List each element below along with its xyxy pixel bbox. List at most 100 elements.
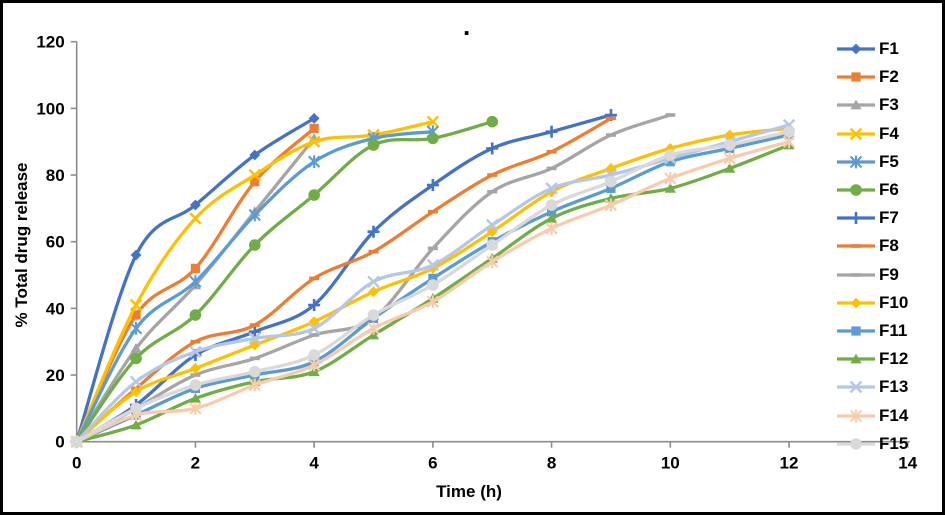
marker-x (545, 182, 558, 195)
legend-marker-F11 (851, 326, 861, 336)
marker-circle (308, 349, 320, 361)
marker-circle (850, 437, 862, 450)
marker-star (189, 275, 202, 289)
drug-release-chart: 0 20 40 60 80 100 120 0 2 4 6 8 10 12 14 Time (h) % Tota… (12, 33, 918, 501)
legend-item-F6: F6 (836, 176, 940, 204)
legend-key-F5 (837, 155, 875, 169)
marker-square (190, 263, 201, 273)
marker-dash (546, 166, 557, 171)
marker-circle (486, 239, 499, 251)
marker-star (545, 221, 558, 235)
marker-diamond (249, 149, 261, 161)
legend-key-F1 (837, 43, 875, 55)
legend-item-F1: F1 (836, 35, 940, 63)
legend-marker-F8 (851, 244, 861, 249)
marker-plus (545, 125, 558, 138)
marker-diamond (850, 43, 862, 55)
marker-plus (486, 142, 499, 155)
series-F9 (71, 113, 676, 444)
legend-label-F8: F8 (879, 236, 899, 256)
marker-dash (368, 249, 379, 254)
legend-marker-F12 (850, 353, 862, 364)
marker-triangle (130, 419, 142, 430)
legend-label-F4: F4 (879, 123, 899, 143)
legend-key-F15 (837, 437, 875, 450)
marker-x (849, 381, 863, 394)
chart-title: . (463, 11, 471, 41)
marker-star (723, 151, 736, 165)
marker-diamond (130, 386, 142, 398)
marker-star (129, 321, 143, 335)
marker-circle (367, 139, 380, 151)
legend-marker-F1 (850, 43, 862, 55)
marker-dash (309, 276, 320, 281)
x-tick-label: 0 (72, 454, 81, 473)
y-tick-label: 60 (46, 233, 65, 252)
marker-triangle (189, 392, 202, 403)
marker-square (665, 157, 675, 167)
legend-label-F9: F9 (879, 264, 899, 284)
marker-star (248, 378, 261, 392)
legend-label-F11: F11 (879, 320, 908, 340)
x-tick-label: 12 (780, 454, 799, 473)
marker-circle (783, 125, 795, 138)
legend-key-F7 (837, 212, 875, 225)
legend-label-F13: F13 (879, 377, 909, 397)
series-F15 (70, 125, 795, 448)
legend-marker-F7 (850, 212, 862, 225)
legend-label-F1: F1 (879, 39, 899, 59)
legend-key-F3 (837, 100, 875, 110)
marker-triangle (545, 212, 558, 223)
legend-label-F10: F10 (879, 292, 909, 312)
marker-x (248, 168, 262, 182)
marker-x (248, 332, 262, 345)
legend-item-F7: F7 (836, 204, 940, 232)
legend-label-F12: F12 (879, 349, 909, 369)
legend-key-F11 (837, 326, 875, 336)
marker-star (849, 409, 863, 422)
marker-circle (189, 309, 202, 321)
legend-marker-F13 (849, 381, 863, 394)
marker-dash (546, 149, 557, 154)
marker-star (189, 401, 202, 415)
marker-square (131, 310, 141, 320)
marker-circle (130, 352, 142, 365)
marker-star (849, 155, 863, 169)
legend-marker-F9 (851, 272, 861, 277)
legend-marker-F2 (851, 72, 861, 82)
marker-x (307, 322, 321, 335)
marker-dash (427, 209, 438, 214)
marker-dash (487, 189, 498, 194)
x-tick-label: 10 (661, 454, 680, 473)
marker-x (189, 212, 202, 225)
marker-x (307, 135, 321, 148)
legend-key-F10 (837, 297, 875, 309)
legend-item-F3: F3 (836, 91, 940, 119)
marker-square (546, 207, 557, 217)
marker-square (428, 273, 438, 283)
legend-key-F8 (837, 244, 875, 249)
marker-x (367, 275, 380, 288)
marker-diamond (308, 112, 320, 124)
marker-dash (249, 356, 260, 361)
legend-marker-F6 (850, 184, 862, 196)
x-tick-label: 6 (428, 454, 437, 473)
marker-plus (850, 212, 862, 225)
marker-star (307, 155, 321, 169)
marker-star (486, 255, 499, 269)
marker-square (851, 72, 861, 82)
marker-circle (850, 184, 862, 196)
marker-circle (248, 365, 261, 378)
marker-diamond (850, 297, 862, 309)
marker-dash (190, 339, 201, 344)
marker-circle (367, 309, 380, 321)
marker-dash (249, 323, 260, 327)
legend-label-F5: F5 (879, 151, 899, 171)
marker-triangle (130, 342, 142, 353)
marker-dash (605, 133, 616, 137)
y-tick-label: 0 (55, 433, 64, 452)
marker-dash (427, 246, 438, 251)
x-tick-label: 8 (547, 454, 556, 473)
y-tick-label: 120 (36, 33, 64, 52)
chart-legend: F1 F2 F3 F4 F5 F6 F7 F8 F9 F10 F11 F12 F13 F14 F15 (836, 35, 940, 458)
